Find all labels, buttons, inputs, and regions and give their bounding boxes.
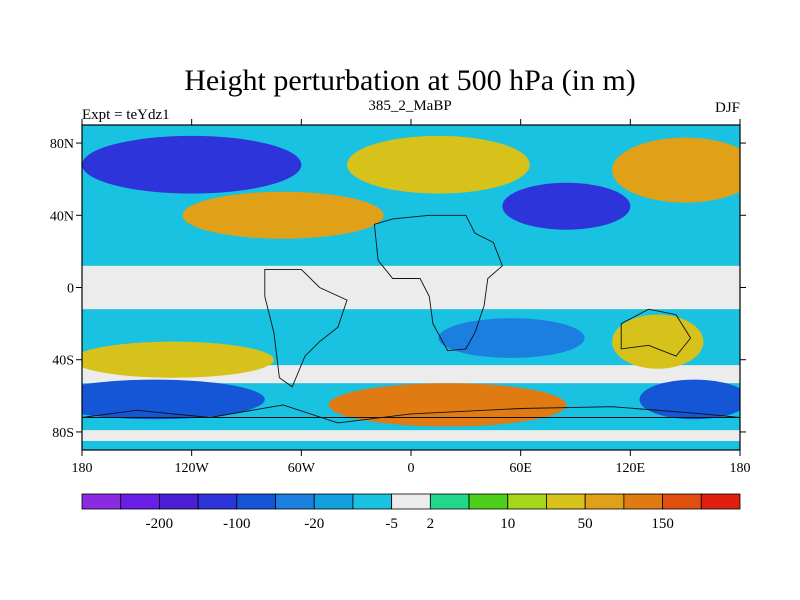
anomaly-south-atlantic-ridge: [328, 383, 567, 427]
anomaly-australia-ridge: [612, 314, 704, 369]
coastline-segment-3: [82, 404, 740, 424]
anomaly-eurasia-low: [502, 182, 631, 230]
colorbar-swatch: [159, 493, 199, 510]
contour-level: [328, 383, 567, 427]
contour-level: [82, 341, 274, 378]
chart-title: Height perturbation at 500 hPa (in m): [184, 64, 636, 97]
colorbar-swatch: [236, 493, 276, 510]
y-tick-label: 80N: [50, 137, 74, 152]
colorbar-label: 10: [500, 516, 515, 532]
contour-level: [438, 318, 585, 358]
colorbar-swatch: [546, 493, 586, 510]
contour-level: [502, 182, 631, 230]
colorbar-swatch: [391, 493, 431, 510]
coastline-segment-0: [373, 214, 503, 352]
colorbar-swatch: [662, 493, 702, 510]
anomaly-atlantic-ridge: [347, 135, 530, 194]
colorbar-swatch: [81, 493, 122, 510]
colorbar: -200 -100 -20 -5 2 10 50 150: [81, 493, 741, 532]
colorbar-swatch: [313, 493, 354, 510]
y-tick-label: 40N: [50, 209, 74, 224]
anomaly-southern-ridge-west: [82, 341, 274, 378]
anomaly-north-america-ridge: [182, 191, 384, 239]
x-tick-label: 180: [72, 461, 93, 476]
colorbar-swatch: [275, 493, 315, 510]
colorbar-swatch: [468, 493, 509, 510]
y-axis: 80N 40N 0 40S 80S: [50, 137, 746, 441]
anomaly-siberia-ridge: [612, 137, 740, 203]
season-label: DJF: [715, 100, 740, 116]
contour-level: [612, 137, 740, 203]
colorbar-label: 50: [578, 516, 593, 532]
experiment-label: Expt = teYdz1: [82, 107, 170, 123]
colorbar-swatch: [584, 493, 625, 510]
colorbar-swatch: [197, 493, 238, 510]
colorbar-label: -5: [385, 516, 398, 532]
anomaly-southern-low-west: [82, 379, 265, 420]
anomaly-north-pacific-low: [82, 135, 302, 194]
colorbar-label: -200: [146, 516, 174, 532]
x-tick-label: 120E: [616, 461, 646, 476]
colorbar-label: 150: [651, 516, 674, 532]
neutral-band-0: [82, 265, 740, 310]
colorbar-label: -100: [223, 516, 251, 532]
x-tick-label: 0: [408, 461, 415, 476]
contour-level: [347, 135, 530, 194]
colorbar-swatch: [507, 493, 547, 510]
anomaly-indian-ocean-low: [438, 318, 585, 358]
contour-level: [82, 135, 302, 194]
x-tick-label: 180: [730, 461, 751, 476]
colorbar-swatch: [700, 493, 741, 510]
coastline-segment-2: [620, 308, 692, 357]
colorbar-swatch: [623, 493, 663, 510]
colorbar-label: -20: [304, 516, 324, 532]
coastline: [82, 214, 740, 424]
x-axis: 180 120W 60W 0 60E 120E 180: [72, 119, 751, 476]
neutral-band-2: [82, 430, 740, 441]
x-tick-label: 60W: [288, 461, 316, 476]
anomaly-southern-low-east: [639, 379, 740, 420]
colorbar-swatch: [120, 493, 160, 510]
colorbar-swatch: [352, 493, 393, 510]
y-tick-label: 80S: [52, 426, 74, 441]
contour-level: [182, 191, 384, 239]
y-tick-label: 40S: [52, 354, 74, 369]
contour-level: [612, 314, 704, 369]
colorbar-swatch: [429, 493, 470, 510]
run-label: 385_2_MaBP: [368, 98, 451, 114]
contour-level: [639, 379, 740, 420]
x-tick-label: 60E: [509, 461, 532, 476]
coastline-segment-1: [264, 268, 348, 388]
contour-level: [82, 379, 265, 420]
colorbar-label: 2: [427, 516, 435, 532]
map-plot-area: [81, 124, 741, 451]
x-tick-label: 120W: [175, 461, 210, 476]
y-tick-label: 0: [67, 282, 74, 297]
